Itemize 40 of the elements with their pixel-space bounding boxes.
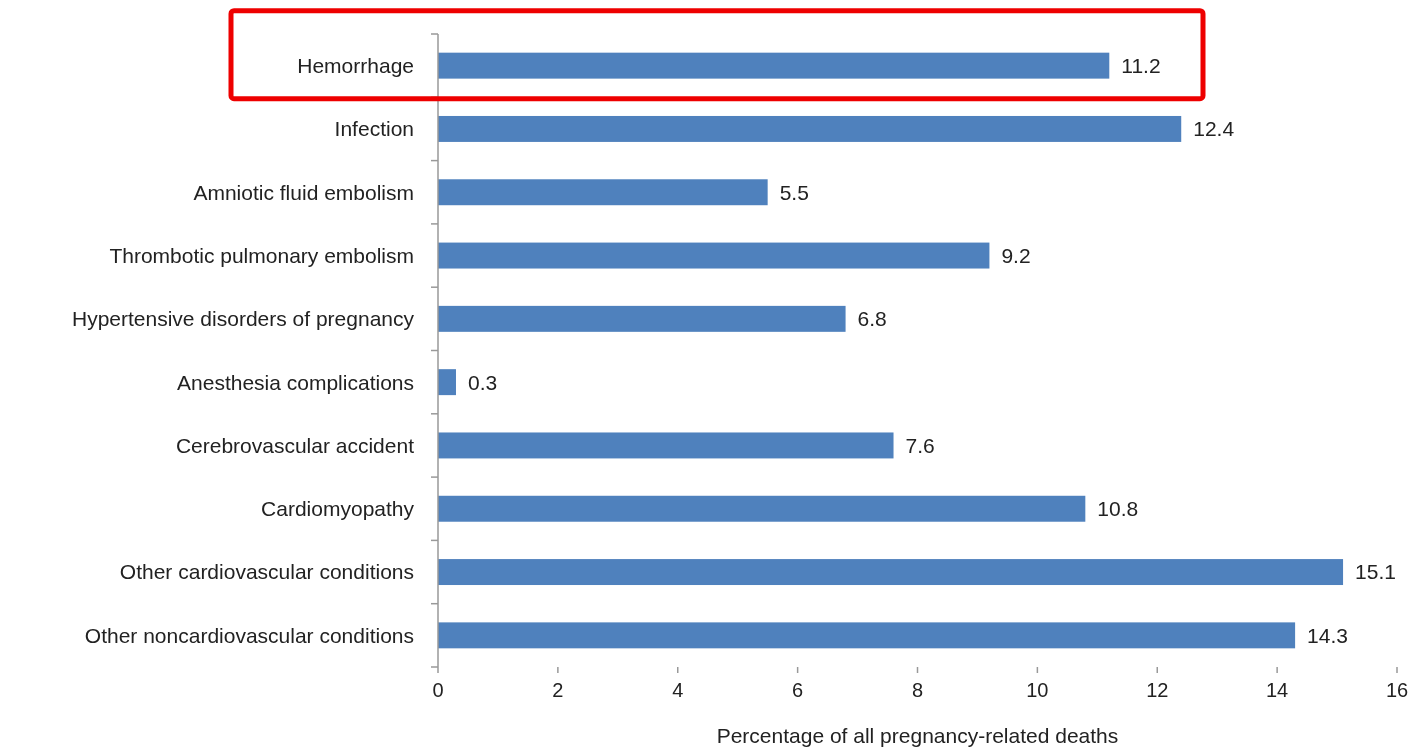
x-tick-label: 6	[792, 679, 804, 701]
data-label: 11.2	[1121, 54, 1161, 77]
bar	[438, 305, 846, 332]
x-tick-label: 0	[432, 679, 444, 701]
bar	[438, 115, 1182, 142]
x-tick-label: 8	[911, 679, 924, 701]
y-tick-label: Cardiomyopathy	[261, 497, 415, 521]
y-tick-label: Thrombotic pulmonary embolism	[109, 243, 414, 267]
y-tick-label: Hemorrhage	[297, 54, 414, 77]
bar	[438, 242, 990, 269]
bar	[438, 52, 1110, 79]
x-tick-label: 14	[1266, 679, 1289, 701]
y-tick-label: Anesthesia complications	[177, 370, 414, 394]
bar	[438, 369, 456, 396]
data-label: 14.3	[1307, 623, 1348, 647]
x-tick-label: 10	[1026, 679, 1049, 701]
data-label: 15.1	[1355, 560, 1396, 584]
bar	[438, 622, 1296, 649]
data-label: 0.3	[467, 370, 498, 394]
x-tick-label: 12	[1146, 679, 1169, 701]
bar	[438, 179, 768, 206]
x-tick-label: 2	[552, 679, 564, 701]
data-label: 6.8	[857, 307, 887, 331]
y-tick-label: Infection	[334, 117, 414, 141]
bar	[438, 432, 894, 459]
y-tick-label: Other cardiovascular conditions	[119, 560, 414, 584]
bar	[438, 559, 1344, 586]
x-axis-title: Percentage of all pregnancy-related deaths	[716, 724, 1119, 747]
data-label: 9.2	[1001, 243, 1031, 267]
y-tick-label: Other noncardiovascular conditions	[84, 623, 414, 647]
x-tick-label: 4	[672, 679, 684, 701]
data-label: 12.4	[1193, 117, 1235, 141]
data-label: 5.5	[779, 180, 809, 204]
data-label: 7.6	[905, 433, 935, 457]
data-label: 10.8	[1097, 497, 1139, 521]
y-tick-label: Cerebrovascular accident	[175, 433, 415, 457]
y-tick-label: Hypertensive disorders of pregnancy	[71, 307, 415, 331]
x-tick-label: 16	[1385, 679, 1409, 701]
bar	[438, 495, 1086, 522]
y-tick-label: Amniotic fluid embolism	[193, 180, 414, 204]
